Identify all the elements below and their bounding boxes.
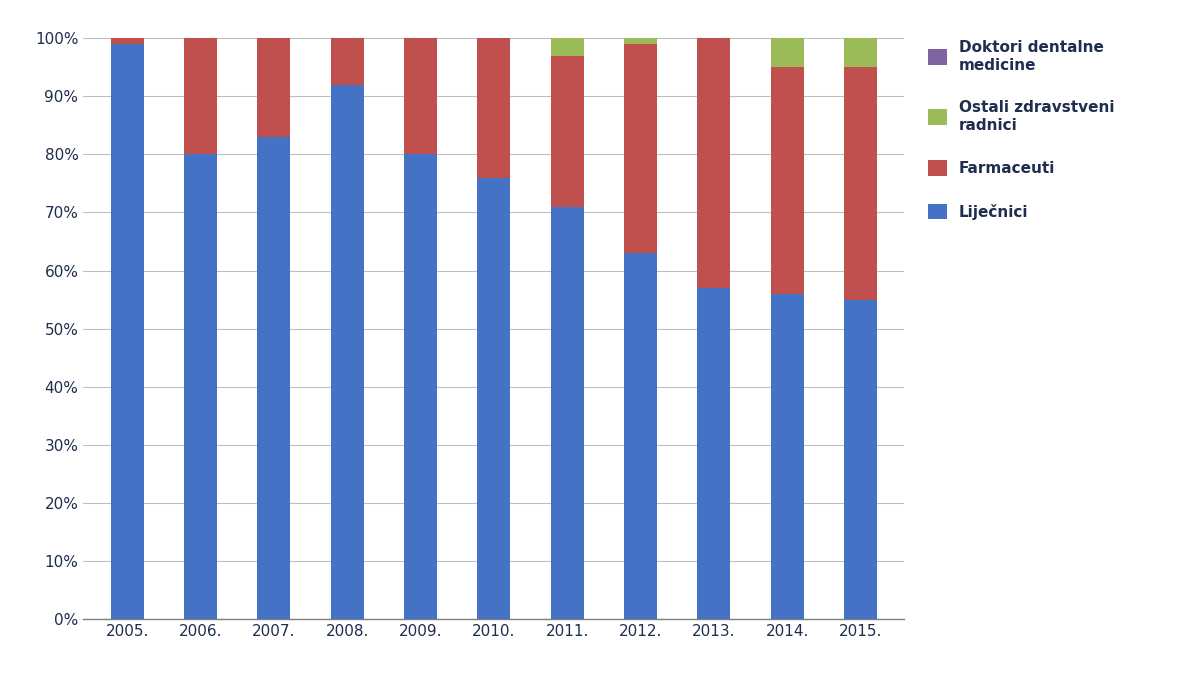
Bar [184,38,217,154]
Bar [405,38,437,154]
Bar [624,253,657,619]
Bar [844,299,877,619]
Bar [477,178,511,619]
Bar [331,38,364,85]
Bar [257,137,290,619]
Bar [771,294,803,619]
Bar [697,38,731,288]
Bar [257,38,290,137]
Bar [697,288,731,619]
Bar [771,38,803,67]
Bar [405,154,437,619]
Bar [111,44,144,619]
Bar [844,67,877,299]
Bar [331,85,364,619]
Bar [184,154,217,619]
Bar [551,206,583,619]
Bar [551,56,583,206]
Bar [624,38,657,44]
Bar [477,38,511,178]
Bar [624,44,657,253]
Bar [844,38,877,67]
Bar [551,38,583,56]
Legend: Doktori dentalne
medicine, Ostali zdravstveni
radnici, Farmaceuti, Liječnici: Doktori dentalne medicine, Ostali zdravs… [928,41,1115,219]
Bar [771,67,803,294]
Bar [111,38,144,44]
